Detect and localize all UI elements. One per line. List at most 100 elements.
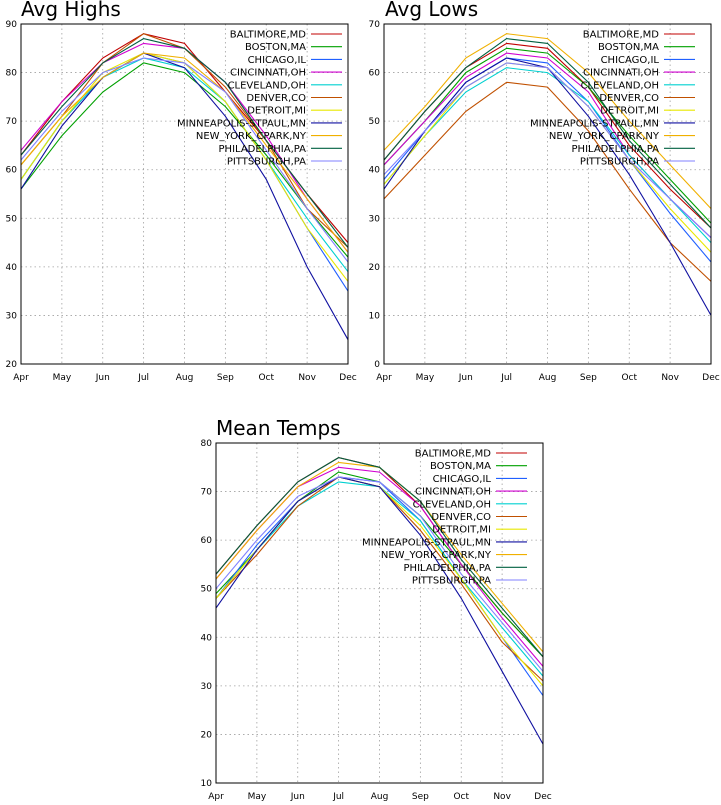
x-tick-label: Apr	[376, 373, 392, 383]
legend-label: CLEVELAND,OH	[413, 499, 491, 510]
y-tick-label: 60	[6, 166, 18, 176]
legend-label: CINCINNATI,OH	[230, 68, 306, 79]
legend-label: NEW_YORK_CPARK,NY	[381, 550, 492, 561]
x-tick-label: May	[248, 792, 267, 802]
y-tick-label: 20	[369, 263, 381, 273]
plot-frame	[383, 23, 712, 365]
legend-label: MINNEAPOLIS-STPAUL,MN	[362, 537, 491, 548]
y-tick-label: 70	[369, 20, 381, 30]
chart-mean-temps: Mean Temps 10 20 30 40 50 60 70 80 Apr May Jun Jul A…	[201, 416, 552, 802]
series-line	[20, 57, 349, 263]
series-line	[215, 471, 544, 658]
y-tick-label: 60	[369, 69, 381, 79]
legend-label: PITTSBURGH,PA	[227, 157, 306, 168]
x-tick-label: Jul	[137, 373, 149, 383]
chart-title: Avg Highs	[21, 0, 121, 21]
series-line	[215, 476, 544, 696]
legend-label: DENVER,CO	[246, 93, 306, 104]
x-tick-label: Nov	[493, 792, 511, 802]
legend-label: DETROIT,MI	[247, 106, 306, 117]
y-tick-label: 30	[201, 682, 213, 692]
series-line	[215, 457, 544, 658]
series-line	[215, 476, 544, 745]
y-tick-label: 20	[6, 360, 18, 370]
x-tick-label: Nov	[661, 373, 679, 383]
plot-frame	[20, 23, 349, 365]
legend-label: BALTIMORE,MD	[415, 449, 492, 460]
y-tick-label: 10	[369, 311, 381, 321]
x-tick-label: Apr	[13, 373, 29, 383]
x-tick-label: Oct	[258, 373, 274, 383]
series-line	[383, 67, 712, 243]
y-tick-label: 0	[374, 360, 380, 370]
y-tick-label: 40	[201, 633, 213, 643]
y-tick-label: 60	[201, 536, 213, 546]
legend-label: BOSTON,MA	[430, 461, 491, 472]
legend-label: BALTIMORE,MD	[583, 30, 660, 41]
x-tick-label: Oct	[621, 373, 637, 383]
x-tick-label: Dec	[339, 373, 356, 383]
x-tick-label: Sep	[412, 792, 429, 802]
y-tick-label: 80	[201, 439, 213, 449]
y-tick-label: 70	[201, 488, 213, 498]
series-line	[383, 81, 712, 282]
x-tick-label: Aug	[371, 792, 389, 802]
legend-label: PITTSBURGH,PA	[412, 576, 491, 587]
series-line	[20, 52, 349, 340]
chart-title: Mean Temps	[216, 416, 341, 440]
y-tick-label: 30	[369, 214, 381, 224]
x-tick-label: May	[416, 373, 435, 383]
grid	[383, 23, 712, 365]
x-tick-label: Dec	[702, 373, 719, 383]
legend-label: CHICAGO,IL	[601, 55, 660, 66]
x-tick-label: Sep	[580, 373, 597, 383]
series-line	[20, 52, 349, 253]
legend-label: BALTIMORE,MD	[230, 30, 307, 41]
x-tick-label: Nov	[298, 373, 316, 383]
y-tick-label: 90	[6, 20, 18, 30]
legend-label: NEW_YORK_CPARK,NY	[549, 131, 660, 142]
series-line	[383, 52, 712, 239]
legend-label: DENVER,CO	[599, 93, 659, 104]
series-line	[383, 62, 712, 239]
x-tick-label: Apr	[208, 792, 224, 802]
legend-label: DENVER,CO	[431, 512, 491, 523]
y-tick-label: 40	[369, 166, 381, 176]
x-tick-label: Dec	[534, 792, 551, 802]
legend-label: CINCINNATI,OH	[583, 68, 659, 79]
y-tick-label: 80	[6, 69, 18, 79]
legend-label: PHILADELPHIA,PA	[572, 144, 660, 155]
y-tick-label: 40	[6, 263, 18, 273]
series-line	[20, 38, 349, 248]
legend-label: PHILADELPHIA,PA	[219, 144, 307, 155]
legend-label: DETROIT,MI	[432, 525, 491, 536]
x-tick-label: Jun	[290, 792, 305, 802]
legend-label: CLEVELAND,OH	[581, 80, 659, 91]
x-tick-label: Jun	[458, 373, 473, 383]
chart-avg-lows: Avg Lows 0 10 20 30 40 50 60 70 Apr May Jun Jul Aug S…	[369, 0, 720, 383]
series-line	[383, 47, 712, 224]
legend-label: CLEVELAND,OH	[228, 80, 306, 91]
series-line	[20, 62, 349, 258]
legend-label: CHICAGO,IL	[248, 55, 307, 66]
legend-label: PITTSBURGH,PA	[580, 157, 659, 168]
legend-label: DETROIT,MI	[600, 106, 659, 117]
legend-label: MINNEAPOLIS-STPAUL,MN	[177, 118, 306, 129]
legend-label: MINNEAPOLIS-STPAUL,MN	[530, 118, 659, 129]
y-tick-label: 50	[369, 117, 381, 127]
legend-label: BOSTON,MA	[245, 42, 306, 53]
y-tick-label: 10	[201, 779, 213, 789]
chart-title: Avg Lows	[385, 0, 478, 21]
series-line	[383, 38, 712, 229]
legend-label: PHILADELPHIA,PA	[404, 563, 492, 574]
x-tick-label: Jul	[500, 373, 512, 383]
series-line	[215, 476, 544, 672]
x-tick-label: Aug	[539, 373, 557, 383]
x-tick-label: May	[53, 373, 72, 383]
y-tick-label: 50	[6, 214, 18, 224]
legend-label: NEW_YORK_CPARK,NY	[196, 131, 307, 142]
legend-label: BOSTON,MA	[598, 42, 659, 53]
